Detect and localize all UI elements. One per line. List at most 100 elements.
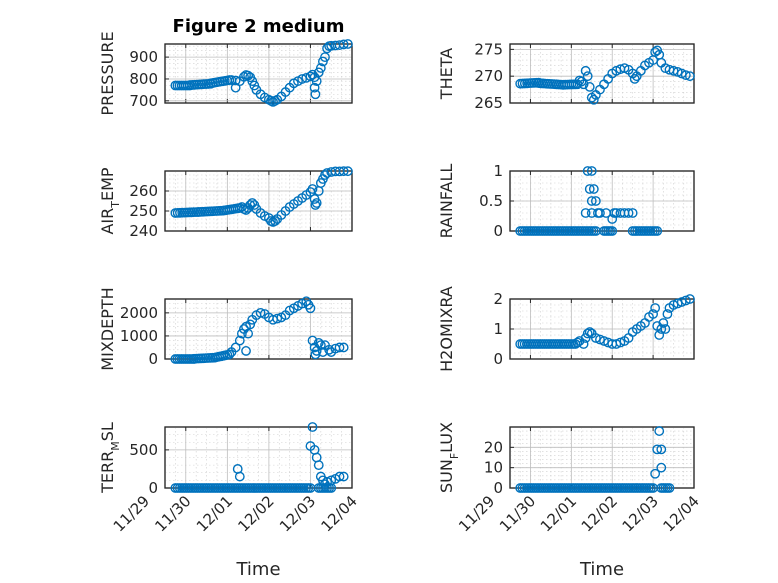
data-point [656,444,667,455]
y-axis-label: TERRMSL [98,422,122,494]
y-tick-label: 2000 [120,304,158,322]
data-point [629,73,640,84]
data-point [315,340,326,351]
y-tick-label: 800 [129,70,158,88]
plot-frame [164,426,353,489]
data-point [656,324,667,334]
subplot-pressure: 700 800 900 PRESSURE Figure 2 medium [98,16,353,116]
data-point [342,166,353,177]
data-point [234,335,245,346]
data-point [342,39,353,49]
data-point [662,309,673,319]
data-point [305,303,316,314]
y-axis-label: MIXDEPTH [98,287,117,370]
x-tick-label: 12/03 [619,492,662,535]
x-tick-label: 12/01 [537,492,580,535]
data-point [320,170,330,180]
y-tick-label: 2 [493,290,503,308]
data-point [311,76,322,87]
x-axis-label: Time [579,559,624,580]
data-point [652,226,663,236]
data-point [224,349,235,360]
data-point [650,303,661,313]
data-point [334,471,345,482]
data-point [584,184,595,194]
data-point [627,208,638,218]
data-point [309,82,320,93]
y-tick-label: 900 [129,48,158,66]
y-tick-label: 0 [148,350,158,368]
plot-frame [164,298,353,360]
data-point [595,208,605,218]
x-tick-label: 11/29 [455,492,498,535]
y-tick-label: 1000 [120,327,158,345]
y-tick-label: 0.5 [479,192,503,210]
data-point [586,166,597,176]
data-point [326,475,337,486]
y-tick-label: 10 [484,459,503,477]
y-tick-label: 0 [148,479,158,497]
data-point [230,75,241,86]
data-point [654,330,665,340]
data-point [239,71,249,82]
x-tick-label: 12/04 [318,492,361,535]
y-tick-label: 1 [493,320,503,338]
data-point [243,328,254,339]
y-axis-label: AIRTEMP [98,167,122,234]
data-point [334,342,345,353]
y-tick-label: 275 [474,40,503,58]
data-point [338,39,349,50]
y-tick-label: 500 [129,441,158,459]
data-point [320,52,330,63]
y-axis-label: PRESSURE [98,31,117,115]
data-point [588,184,599,194]
data-point [310,89,321,100]
subplot-rainfall: 0 0.5 1 RAINFALL [437,162,695,240]
data-point [584,82,595,92]
data-point [270,216,281,226]
data-point [255,307,266,318]
x-tick-label: 11/29 [110,492,153,535]
y-tick-label: 1 [493,162,503,180]
data-point [664,483,675,493]
data-point [310,200,321,210]
plot-frame [164,170,353,232]
data-point [582,71,593,82]
data-point [648,309,659,319]
data-point [586,196,597,206]
y-tick-label: 20 [484,438,503,456]
data-point [234,471,245,482]
subplot-h2omixra: 0 1 2 H2OMIXRA [437,286,695,372]
data-point [650,468,661,479]
data-point [590,196,601,206]
data-point [572,337,583,348]
data-point [315,63,326,73]
x-tick-label: 12/02 [234,492,277,535]
y-axis-label: RAINFALL [437,164,456,239]
data-point [576,76,587,87]
y-tick-label: 240 [129,222,158,240]
y-tick-label: 265 [474,94,503,112]
subplot-air-temp: 240 250 260 AIRTEMP [98,166,353,240]
data-point [588,94,599,105]
chart-title: Figure 2 medium [173,16,345,37]
data-point [313,337,324,348]
y-tick-label: 260 [129,182,158,200]
y-axis-label: H2OMIXRA [437,286,456,372]
data-point [230,82,241,93]
data-point [680,70,691,81]
data-point [660,324,671,334]
data-point [685,71,695,82]
y-tick-label: 0 [493,350,503,368]
data-point [580,208,591,218]
data-point [623,208,634,218]
x-tick-label: 12/02 [578,492,621,535]
data-point [580,65,591,76]
data-point [230,342,241,353]
y-tick-label: 700 [129,92,158,110]
y-tick-label: 250 [129,202,158,220]
